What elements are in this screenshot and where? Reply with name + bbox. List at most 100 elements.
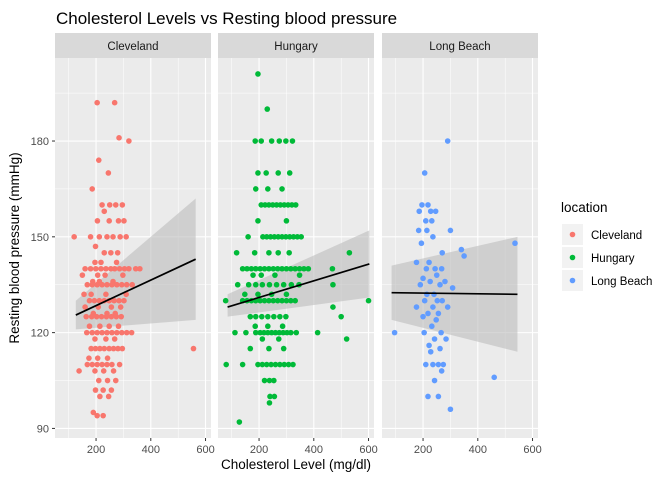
data-point — [268, 138, 275, 144]
data-point — [104, 377, 111, 384]
data-point — [99, 361, 105, 368]
x-tick-label: 600 — [359, 444, 377, 456]
data-point — [427, 278, 433, 285]
data-point — [111, 99, 118, 106]
data-point — [92, 243, 99, 250]
data-point — [422, 218, 429, 224]
data-point — [259, 336, 266, 342]
data-point — [296, 272, 303, 278]
data-point — [263, 170, 269, 176]
data-point — [294, 234, 301, 240]
data-point — [266, 377, 273, 384]
data-point — [71, 234, 77, 240]
data-point — [292, 202, 299, 208]
data-point — [245, 281, 252, 288]
strip-label: Long Beach — [429, 41, 490, 53]
data-point — [265, 329, 271, 336]
data-point — [96, 234, 103, 240]
data-point — [260, 234, 266, 240]
data-point — [261, 297, 268, 304]
data-point — [430, 361, 436, 368]
data-point — [444, 138, 451, 144]
data-point — [512, 240, 518, 247]
trend-line — [75, 258, 197, 316]
data-point — [286, 234, 293, 240]
data-point — [266, 400, 273, 406]
data-point — [251, 249, 258, 256]
data-point — [108, 249, 114, 256]
data-point — [117, 234, 123, 240]
data-point — [190, 345, 197, 352]
data-point — [281, 361, 288, 368]
data-point — [289, 138, 296, 144]
data-point — [289, 202, 295, 208]
legend-key-symbol — [569, 254, 576, 261]
x-tick-label: 400 — [305, 444, 323, 456]
data-point — [110, 234, 116, 240]
data-point — [338, 313, 344, 320]
data-point — [83, 329, 90, 336]
data-point — [305, 265, 312, 272]
data-point — [117, 304, 124, 310]
data-point — [262, 202, 268, 208]
data-point — [273, 202, 280, 208]
data-point — [444, 304, 451, 310]
data-point — [126, 265, 132, 272]
data-point — [123, 234, 129, 240]
data-point — [128, 329, 135, 336]
data-point — [121, 265, 128, 272]
data-point — [239, 361, 246, 368]
data-point — [266, 345, 272, 352]
y-tick-label: 150 — [31, 232, 49, 244]
data-point — [93, 313, 100, 320]
data-point — [449, 285, 456, 291]
data-point — [346, 249, 353, 256]
data-point — [94, 272, 101, 278]
data-point — [432, 208, 439, 215]
data-point — [82, 304, 88, 310]
data-point — [329, 265, 336, 272]
data-point — [83, 313, 89, 320]
data-point — [245, 234, 251, 240]
data-point — [91, 297, 98, 304]
data-point — [94, 99, 100, 106]
data-point — [292, 265, 298, 272]
data-point — [279, 186, 285, 192]
data-point — [275, 234, 282, 240]
data-point — [101, 208, 108, 215]
data-point — [108, 387, 115, 393]
trend-line — [227, 263, 370, 308]
data-point — [247, 345, 254, 352]
data-point — [283, 218, 290, 224]
data-point — [86, 323, 93, 330]
data-point — [283, 138, 289, 144]
data-point — [252, 138, 259, 144]
data-point — [491, 374, 498, 381]
x-tick-label: 200 — [414, 444, 432, 456]
data-point — [89, 329, 96, 336]
data-point — [111, 297, 117, 304]
data-point — [89, 186, 96, 192]
data-point — [266, 281, 273, 288]
data-point — [137, 265, 143, 272]
strip-background — [55, 33, 211, 58]
data-point — [430, 234, 436, 240]
data-point — [115, 218, 122, 224]
x-tick-label: 200 — [87, 444, 105, 456]
data-point — [106, 218, 112, 224]
data-point — [108, 313, 115, 320]
data-point — [104, 361, 110, 368]
data-point — [116, 265, 123, 272]
x-tick-label: 400 — [142, 444, 160, 456]
legend-key-symbol — [569, 231, 576, 238]
data-point — [343, 336, 350, 342]
data-point — [236, 419, 243, 425]
data-point — [100, 387, 106, 393]
data-point — [431, 291, 437, 298]
data-point — [263, 234, 270, 240]
data-point — [116, 361, 123, 368]
data-point — [261, 377, 268, 384]
data-point — [423, 265, 430, 272]
data-point — [97, 345, 103, 352]
